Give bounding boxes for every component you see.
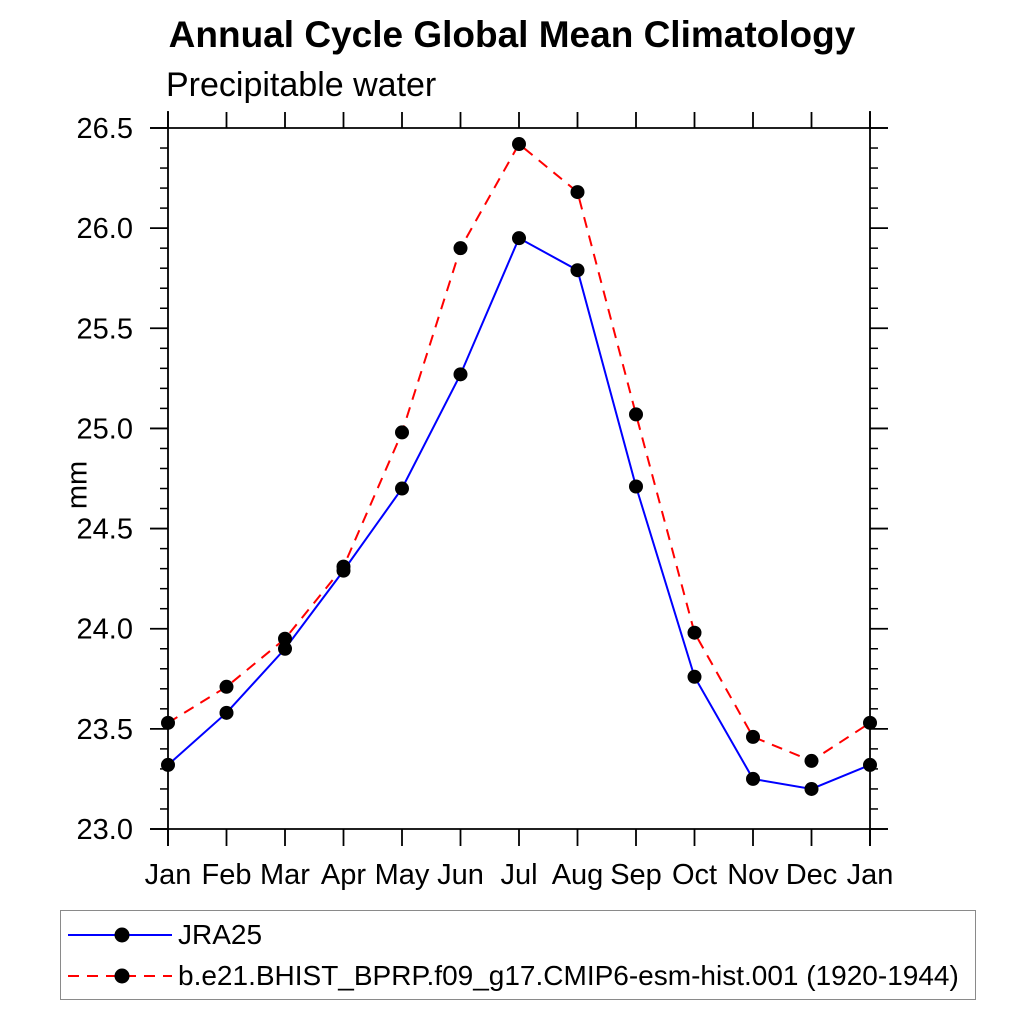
data-point-marker-1 [629, 407, 643, 422]
legend-box: JRA25 b.e21.BHIST_BPRP.f09_g17.CMIP6-esm… [60, 910, 976, 1000]
y-tick-label: 24.0 [77, 614, 133, 646]
x-tick-label: Sep [610, 859, 662, 891]
x-tick-label: Dec [786, 859, 838, 891]
x-tick-label: Mar [260, 859, 310, 891]
series-line-0 [167, 236, 871, 790]
data-point-marker-0 [453, 367, 468, 382]
data-point-marker-1 [746, 729, 760, 744]
legend-label-model: b.e21.BHIST_BPRP.f09_g17.CMIP6-esm-hist.… [178, 959, 959, 991]
data-point-marker-1 [863, 715, 877, 730]
x-tick-label: Apr [321, 859, 366, 891]
x-tick-label: Jun [437, 859, 484, 891]
data-point-marker-0 [804, 781, 819, 796]
x-tick-label: Nov [727, 859, 779, 891]
legend-marker-dot-icon [114, 927, 130, 942]
data-point-marker-0 [746, 771, 760, 786]
data-point-marker-0 [687, 669, 702, 684]
data-point-marker-0 [161, 757, 175, 772]
x-tick-label: Jan [847, 859, 894, 891]
data-point-marker-1 [570, 185, 585, 200]
y-tick-label: 24.5 [77, 514, 133, 546]
data-point-marker-1 [161, 715, 175, 730]
data-point-marker-1 [687, 625, 702, 640]
data-point-marker-0 [863, 757, 877, 772]
data-point-marker-0 [278, 641, 292, 656]
legend-marker-dot-icon [114, 968, 130, 983]
legend-item-model: b.e21.BHIST_BPRP.f09_g17.CMIP6-esm-hist.… [61, 955, 975, 996]
x-tick-label: Jul [500, 859, 537, 891]
data-point-marker-1 [278, 631, 292, 646]
data-point-marker-1 [453, 241, 468, 256]
data-point-marker-1 [336, 559, 351, 574]
legend-item-jra25: JRA25 [61, 914, 975, 955]
x-tick-label: Oct [672, 859, 717, 891]
x-tick-label: Feb [202, 859, 252, 891]
legend-label-jra25: JRA25 [178, 918, 263, 950]
legend-sample-dashed-line [68, 968, 172, 983]
data-point-marker-0 [570, 263, 585, 278]
data-point-marker-1 [512, 137, 526, 152]
x-tick-label: May [375, 859, 430, 891]
x-tick-label: Aug [552, 859, 604, 891]
chart-subtitle: Precipitable water [166, 66, 437, 104]
data-point-marker-1 [219, 679, 234, 694]
y-tick-label: 23.0 [77, 814, 133, 846]
chart-title: Annual Cycle Global Mean Climatology [168, 14, 856, 55]
y-tick-label: 25.5 [77, 313, 133, 345]
y-tick-label: 26.5 [77, 113, 133, 145]
legend-sample-solid-line [68, 927, 172, 942]
x-tick-label: Jan [145, 859, 192, 891]
data-point-marker-1 [395, 425, 409, 440]
y-tick-label: 26.0 [77, 213, 133, 245]
data-point-marker-0 [219, 705, 234, 720]
data-point-marker-0 [395, 481, 409, 496]
y-tick-label: 25.0 [77, 413, 133, 445]
y-tick-label: 23.5 [77, 714, 133, 746]
data-point-marker-0 [629, 479, 643, 494]
data-point-marker-1 [804, 753, 819, 768]
data-point-marker-0 [512, 231, 526, 246]
